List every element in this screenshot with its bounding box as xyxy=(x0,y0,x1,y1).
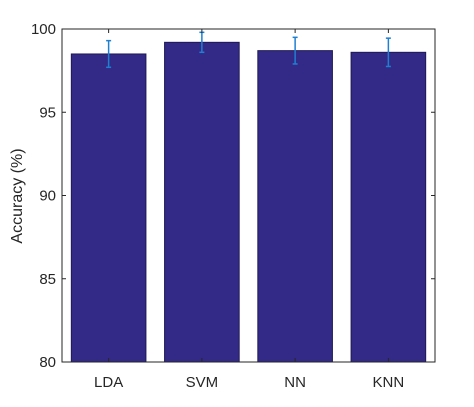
y-tick-label-100: 100 xyxy=(31,21,56,38)
bar-svm xyxy=(164,41,240,363)
y-tick-label-95: 95 xyxy=(39,104,56,121)
x-tick-label-svm: SVM xyxy=(186,374,219,391)
y-tick-label-80: 80 xyxy=(39,354,56,371)
bar-lda xyxy=(70,53,147,363)
labels-layer: LDA SVM NN KNN 80 85 90 95 100 xyxy=(31,21,404,391)
axes xyxy=(61,28,436,363)
bar-knn xyxy=(350,51,427,363)
x-tick-label-knn: KNN xyxy=(373,374,405,391)
y-axis-title: Accuracy (%) xyxy=(9,148,26,243)
y-tick-label-90: 90 xyxy=(39,188,56,205)
bar-nn xyxy=(257,50,333,363)
bars-layer xyxy=(70,41,427,363)
x-tick-label-nn: NN xyxy=(284,374,306,391)
y-tick-label-85: 85 xyxy=(39,271,56,288)
x-tick-label-lda: LDA xyxy=(94,374,123,391)
error-bars-layer xyxy=(106,31,391,69)
